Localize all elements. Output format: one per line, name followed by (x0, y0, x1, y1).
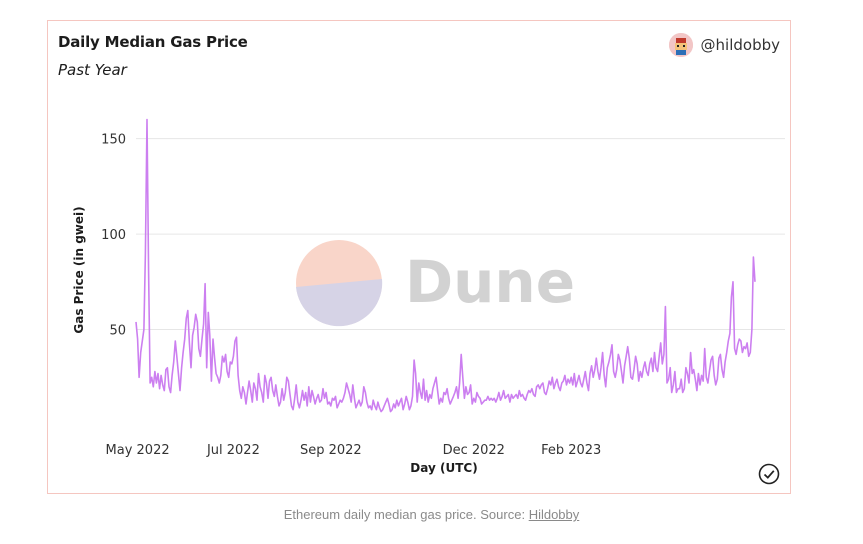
x-tick-label: Feb 2023 (541, 443, 601, 458)
author-badge[interactable]: @hildobby (668, 33, 780, 57)
dune-watermark: Dune (296, 240, 575, 327)
chart-title: Daily Median Gas Price (58, 33, 248, 51)
source-link[interactable]: Hildobby (528, 507, 580, 522)
x-tick-label: Sep 2022 (300, 443, 362, 458)
y-tick-label: 100 (101, 228, 126, 243)
x-tick-label: Dec 2022 (443, 443, 505, 458)
figure-caption: Ethereum daily median gas price. Source:… (0, 507, 863, 522)
x-tick-label: Jul 2022 (206, 443, 260, 458)
y-tick-label: 50 (109, 324, 126, 339)
watermark-text: Dune (405, 248, 575, 316)
y-tick-label: 150 (101, 133, 126, 148)
x-axis-title: Day (UTC) (410, 461, 477, 475)
author-handle[interactable]: @hildobby (700, 36, 780, 54)
y-axis-title: Gas Price (in gwei) (72, 206, 86, 333)
chart-card: Daily Median Gas Price Past Year @hildob… (47, 20, 791, 494)
series-line-gas-price (135, 118, 756, 413)
x-tick-label: May 2022 (106, 443, 170, 458)
avatar[interactable] (668, 33, 693, 57)
verified-check-icon (758, 463, 780, 485)
chart-subtitle: Past Year (58, 61, 127, 79)
caption-text: Ethereum daily median gas price. Source: (283, 507, 529, 522)
